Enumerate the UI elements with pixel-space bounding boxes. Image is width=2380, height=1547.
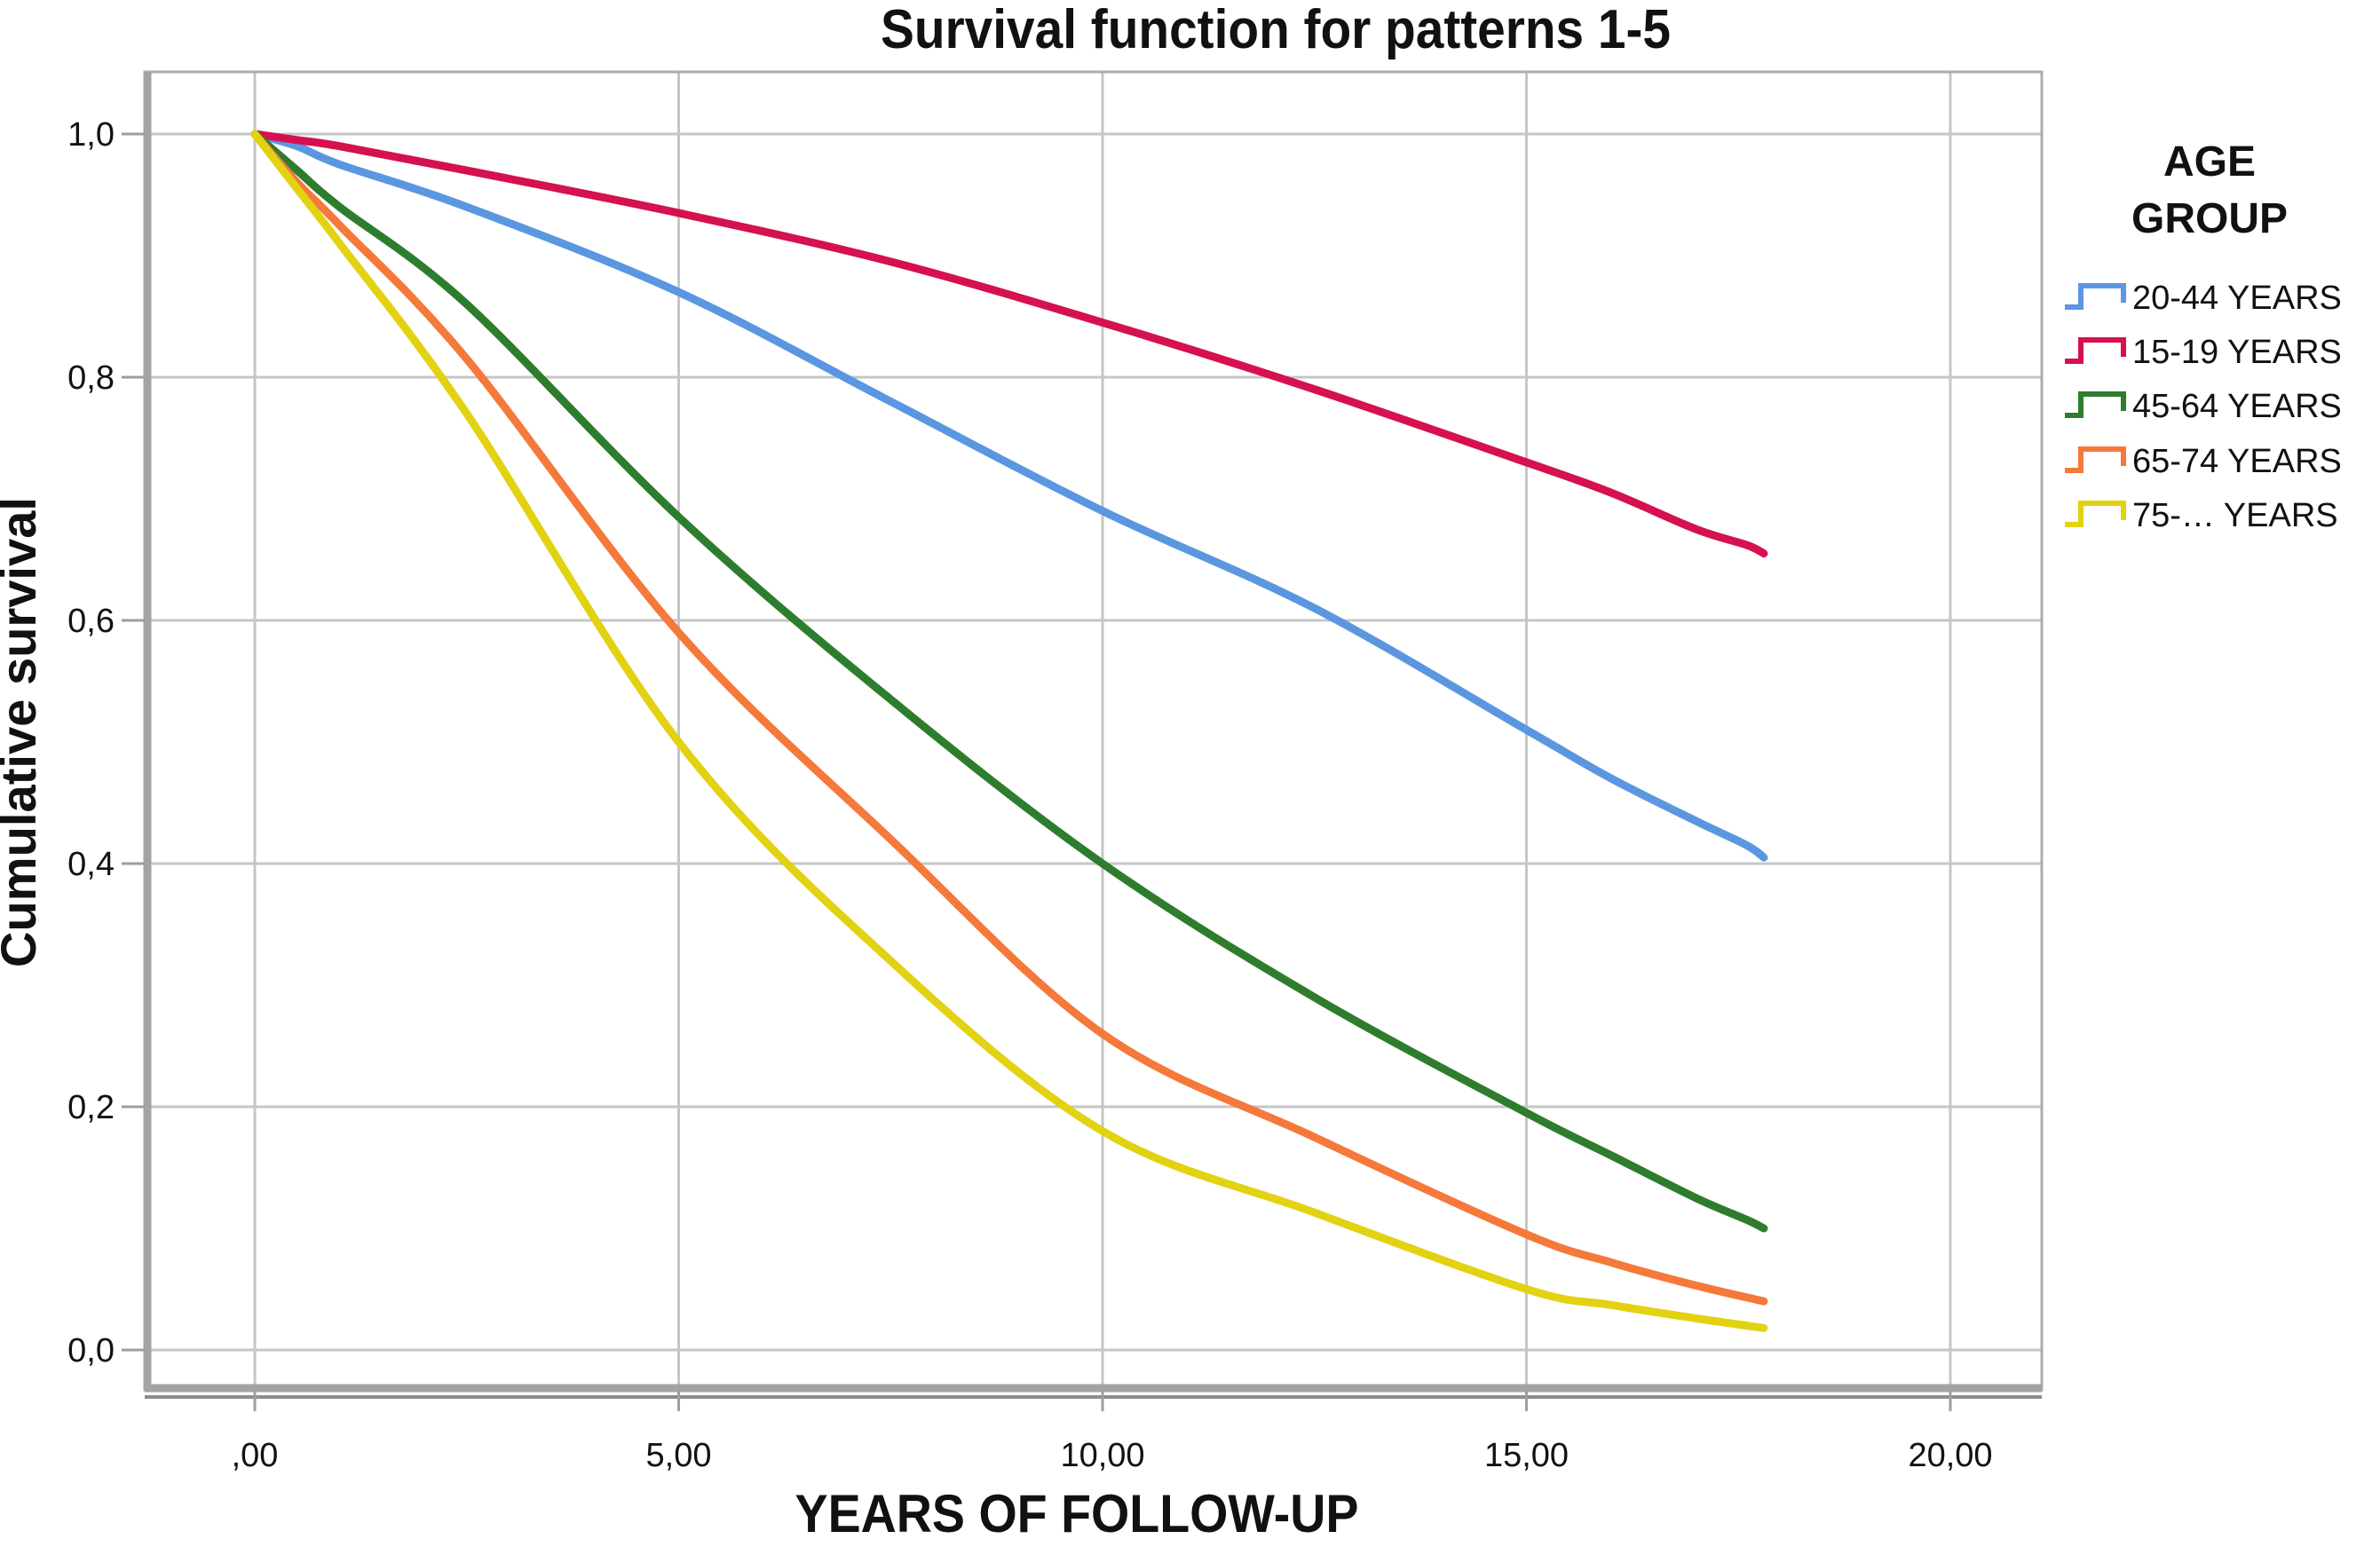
legend-item-label: 75-… YEARS: [2132, 497, 2338, 534]
x-tick-label: 10,00: [1060, 1437, 1144, 1474]
y-tick-label: 0,6: [67, 603, 115, 640]
legend-item: 65-74 YEARS: [2065, 443, 2342, 480]
series-line-45-64-years: [250, 130, 1768, 1233]
legend-item: 75-… YEARS: [2065, 497, 2338, 534]
legend-item-label: 65-74 YEARS: [2132, 443, 2342, 480]
x-tick-label: 5,00: [646, 1437, 712, 1474]
x-tick-label: 15,00: [1484, 1437, 1569, 1474]
x-tick-label: 20,00: [1908, 1437, 1992, 1474]
series-line-20-44-years: [250, 130, 1768, 862]
legend: AGE GROUP 20-44 YEARS 15-19 YEARS 45-64 YE…: [2065, 138, 2342, 534]
tick-layer: ,00 5,00 10,00 15,00 20,00 1,0 0,8 0,6 0,4 0,2 0,0: [67, 116, 1992, 1474]
legend-line-swatch: [2065, 501, 2126, 527]
y-tick-label: 1,0: [67, 116, 115, 154]
legend-item: 20-44 YEARS: [2065, 280, 2342, 317]
legend-item-label: 20-44 YEARS: [2132, 280, 2342, 317]
axis-layer: [143, 70, 2044, 1399]
legend-item-label: 45-64 YEARS: [2132, 388, 2342, 425]
legend-item-label: 15-19 YEARS: [2132, 334, 2342, 371]
legend-line-swatch: [2065, 283, 2126, 310]
y-tick-label: 0,8: [67, 359, 115, 397]
legend-item: 15-19 YEARS: [2065, 334, 2342, 371]
chart-title: Survival function for patterns 1-5: [881, 0, 1671, 60]
y-tick-label: 0,2: [67, 1089, 115, 1126]
legend-line-swatch: [2065, 446, 2126, 473]
series-line-65-74-years: [250, 130, 1768, 1306]
series-line-75-years: [250, 130, 1768, 1332]
x-tick-label: ,00: [232, 1437, 279, 1474]
legend-title-line1: AGE: [2163, 138, 2256, 185]
series-line-15-19-years: [250, 130, 1768, 558]
y-axis-title: Cumulative survival: [0, 497, 46, 967]
legend-line-swatch: [2065, 391, 2126, 418]
y-tick-label: 0,4: [67, 846, 115, 883]
x-axis-title: YEARS OF FOLLOW-UP: [795, 1484, 1359, 1543]
legend-item: 45-64 YEARS: [2065, 388, 2342, 425]
legend-line-swatch: [2065, 337, 2126, 364]
y-tick-label: 0,0: [67, 1332, 115, 1369]
legend-items: 20-44 YEARS 15-19 YEARS 45-64 YEARS 65-74 Y…: [2065, 280, 2342, 534]
series-layer: [250, 130, 1768, 1332]
legend-title-line2: GROUP: [2131, 195, 2288, 242]
